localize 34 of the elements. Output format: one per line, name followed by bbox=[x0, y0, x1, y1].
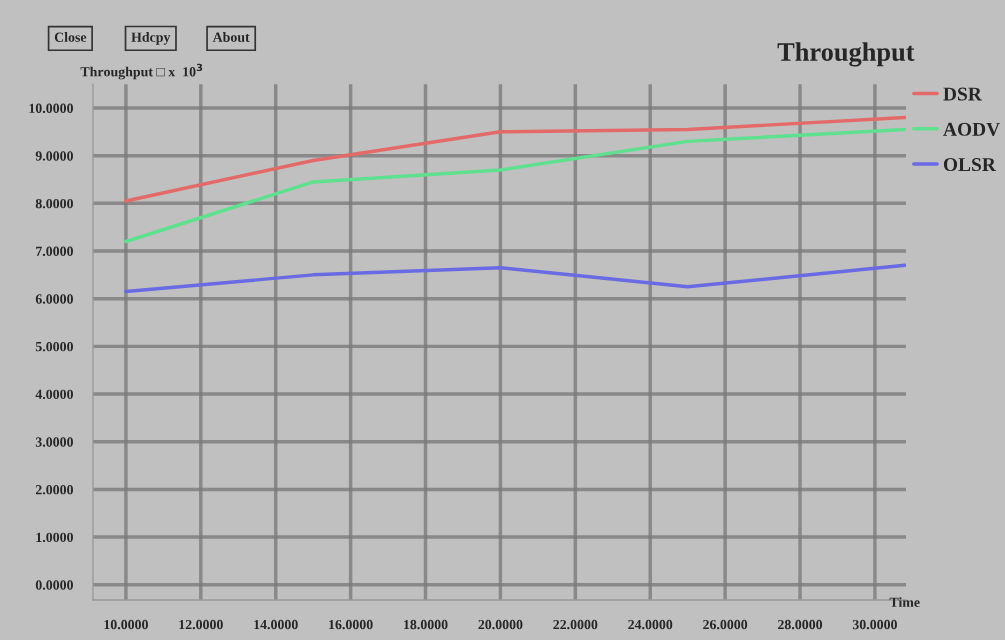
line-series bbox=[124, 263, 907, 294]
y-tick-label: 7.0000 bbox=[36, 246, 73, 257]
x-tick-label: 14.0000 bbox=[254, 619, 298, 630]
x-tick-label: 16.0000 bbox=[329, 619, 373, 630]
y-tick-label: 2.0000 bbox=[35, 484, 73, 495]
x-tick-label: 18.0000 bbox=[404, 619, 448, 630]
x-axis-title: Time bbox=[889, 597, 920, 607]
chart-title: Throughput bbox=[777, 42, 915, 67]
line-series bbox=[124, 127, 907, 244]
legend-label: AODV bbox=[943, 122, 1000, 136]
x-tick-label: 12.0000 bbox=[179, 619, 223, 630]
y-tick-label: 3.0000 bbox=[35, 437, 73, 447]
text: About bbox=[212, 32, 250, 42]
x-tick-label: 22.0000 bbox=[553, 619, 598, 630]
line-series bbox=[124, 115, 907, 203]
text: Close bbox=[54, 32, 87, 42]
y-tick-label: 10.0000 bbox=[29, 103, 73, 114]
text: Hdcpy bbox=[131, 32, 171, 45]
x-tick-label: 28.0000 bbox=[778, 619, 823, 630]
y-tick-label: 0.0000 bbox=[35, 580, 73, 590]
legend-label: OLSR bbox=[943, 158, 997, 172]
legend-label: DSR bbox=[943, 87, 983, 101]
y-tick-label: 9.0000 bbox=[35, 151, 73, 161]
y-tick-label: 6.0000 bbox=[35, 294, 73, 304]
x-tick-label: 20.0000 bbox=[478, 619, 523, 630]
y-tick-label: 1.0000 bbox=[36, 532, 73, 543]
y-tick-label: 8.0000 bbox=[35, 198, 73, 209]
y-tick-label: 5.0000 bbox=[35, 341, 73, 352]
x-tick-label: 10.0000 bbox=[104, 619, 148, 630]
x-tick-label: 26.0000 bbox=[703, 619, 748, 630]
y-tick-label: 4.0000 bbox=[35, 389, 73, 400]
y-axis-title: Throughput □ x 10$^{3}$ bbox=[80, 63, 203, 80]
x-tick-label: 24.0000 bbox=[628, 619, 673, 630]
x-tick-label: 30.0000 bbox=[852, 619, 897, 630]
